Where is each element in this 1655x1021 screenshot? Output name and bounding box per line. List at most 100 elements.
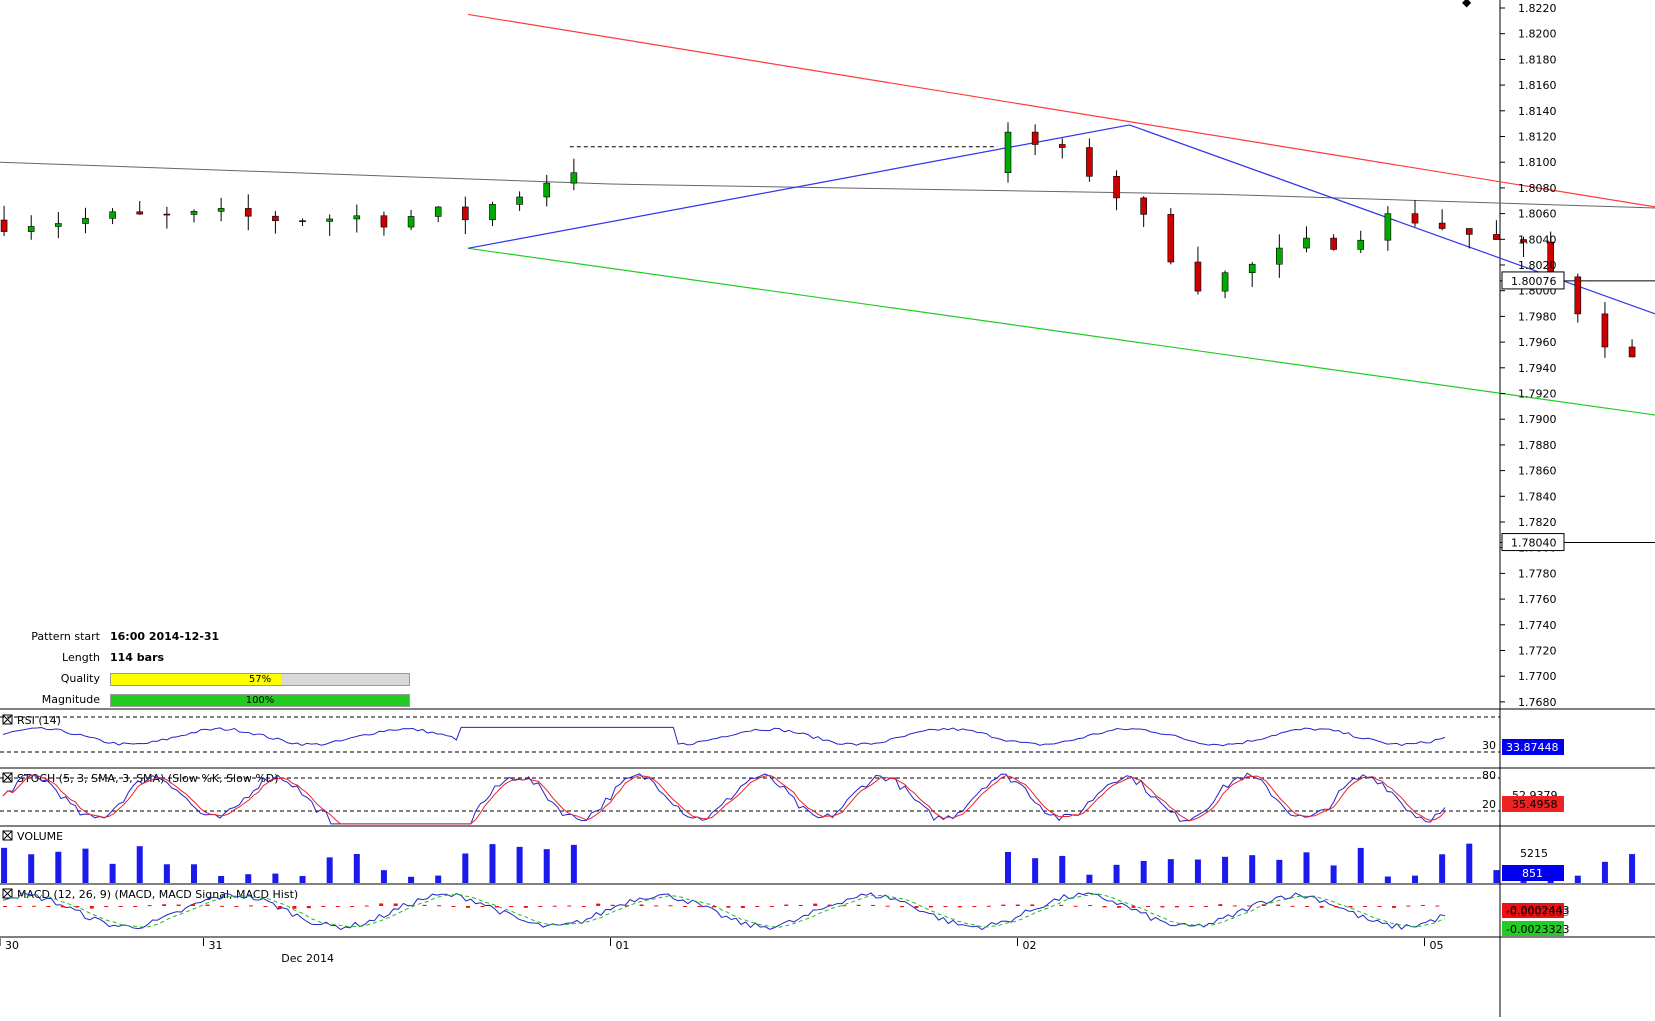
volume-bar [1167,859,1174,883]
macd-hist-bar [914,906,919,908]
macd-hist-bar [740,906,745,909]
macd-hist-bar [1232,905,1237,907]
volume-pane-close-icon [2,830,13,841]
macd-hist-bar [3,906,7,907]
macd-hist-bar [1001,904,1006,906]
time-tick-label: 31 [209,939,223,952]
macd-hist-bar [683,906,688,907]
volume-bar [1276,859,1283,883]
quality-bar-fill [111,674,281,685]
macd-hist-bar [755,906,760,907]
rsi-pane: RSI (14) 30 33.87448 [0,714,1564,755]
pattern-start-value: 16:00 2014-12-31 [110,630,220,643]
candle-body [1221,272,1229,292]
macd-hist-bar [277,906,282,909]
macd-hist-bar [900,906,905,908]
macd-hist-bar [552,905,557,907]
macd-hist-bar [726,906,731,908]
candle-body [1140,197,1147,215]
macd-hist-bar [1174,906,1179,908]
candle-body [1493,234,1500,240]
macd-hist-bar [263,906,268,907]
sma-line [0,161,1655,209]
macd-pane-close-icon [2,888,13,899]
volume-bar [1574,875,1581,883]
price-tick-label: 1.8160 [1518,79,1557,92]
macd-hist-bar [1305,906,1310,907]
macd-hist-bar [1102,906,1107,908]
macd-pane-legend: MACD (12, 26, 9) (MACD, MACD Signal, MAC… [17,888,298,901]
candle-body [434,206,442,217]
macd-pane: MACD (12, 26, 9) (MACD, MACD Signal, MAC… [2,888,1569,936]
candle-body [1303,237,1310,249]
price-tick-label: 1.7880 [1518,439,1557,452]
macd-hist-bar [1189,906,1194,907]
macd-hist-bar [1073,905,1078,907]
rsi-value: 33.87448 [1506,741,1559,754]
macd-hist-bar [451,906,456,907]
macd-hist-bar [494,906,499,908]
price-tick-label: 1.7900 [1518,413,1557,426]
macd-hist-bar [769,906,774,908]
price-tick-label: 1.8140 [1518,105,1557,118]
sma-value-badge-box [1501,271,1565,290]
macd-hist-bar [1218,904,1223,906]
volume-bar [1601,861,1608,883]
macd-hist-bar [220,905,225,907]
macd-hist-bar [1044,905,1049,907]
candle-body [1384,213,1392,241]
macd-hist-bar [711,906,716,908]
candle-body [407,216,415,228]
volume-bar [191,864,198,883]
macd-hist-bar [625,905,630,907]
macd-hist-bar [234,906,239,907]
price-tick-label: 1.7760 [1518,593,1557,606]
volume-bar [462,853,469,883]
volume-bar [570,844,577,883]
rsi-level-label: 30 [1482,739,1496,752]
volume-bar [1059,855,1066,883]
volume-bar [408,876,415,883]
macd-hist-bar [393,903,398,906]
candle-body [1276,247,1283,265]
pattern-magnitude-label: Magnitude [41,693,100,706]
candle-body [163,213,171,216]
macd-hist-bar [321,906,326,907]
macd-hist-bar [538,906,543,907]
candle-body [462,206,469,221]
macd-hist-bar [596,903,601,906]
volume-pane: VOLUME 5215 851 [1,830,1636,883]
macd-hist-value-box [1502,903,1564,918]
macd-hist-bar [147,905,152,907]
macd-hist-bar [31,905,36,907]
macd-hist-bar [60,906,65,908]
volume-bar [1330,865,1337,883]
macd-hist-bar [1391,906,1396,908]
macd-hist-bar [885,905,890,907]
volume-bar [245,874,252,883]
macd-hist-bar [668,905,673,907]
volume-bar [1,847,8,883]
candle-body [1058,144,1066,148]
macd-hist-bar [523,906,528,908]
candle-body [1248,263,1256,274]
macd-hist-bar [306,906,311,909]
volume-bar [136,846,143,883]
price-tick-label: 1.8220 [1518,2,1557,15]
candle-body [82,218,89,224]
volume-scale-label: 5215 [1520,847,1548,860]
volume-pane-legend: VOLUME [17,830,63,843]
macd-hist-bar [1290,905,1295,907]
price-tick-label: 1.7680 [1518,696,1557,709]
candle-body [55,223,62,227]
magnitude-bar: 100% [110,694,410,707]
macd-hist-bar [379,903,384,906]
macd-hist-bar [437,905,442,907]
macd-hist-bar [1334,906,1339,908]
volume-bar [1222,856,1229,883]
candle-body [1628,346,1636,358]
stoch-level-80-label: 80 [1482,769,1496,782]
volume-bar [1466,843,1473,883]
macd-hist-bar [422,904,427,906]
macd-signal-value-box [1502,921,1564,936]
